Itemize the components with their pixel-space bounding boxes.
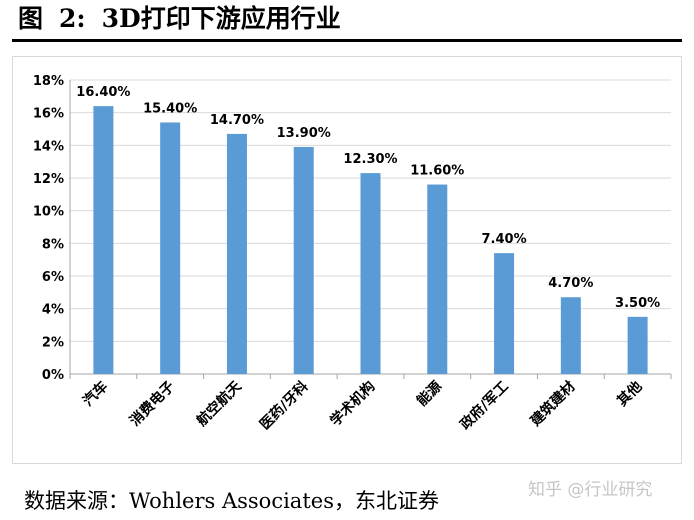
y-tick-label: 4% — [42, 303, 64, 318]
bar — [627, 316, 648, 374]
figure-label: 图 — [18, 4, 44, 33]
category-label: 学术机构 — [327, 378, 379, 430]
category-label: 其他 — [614, 378, 646, 410]
category-label: 建筑建材 — [527, 378, 579, 430]
y-tick-label: 14% — [33, 139, 64, 154]
data-label: 12.30% — [343, 152, 397, 167]
y-tick-label: 6% — [42, 270, 64, 285]
data-label: 7.40% — [482, 232, 527, 247]
bar — [360, 173, 381, 374]
category-label: 航空航天 — [193, 377, 245, 429]
data-label: 3.50% — [615, 296, 660, 311]
figure-number: 2: — [59, 4, 86, 33]
figure-title-text: 3D打印下游应用行业 — [101, 4, 341, 33]
chart-frame: 0% 2% 4% 6% 8% 10% 12% 14% 16% 18% 16.40% 汽车 15.40% 消… — [12, 56, 682, 464]
bar — [93, 106, 114, 374]
y-tick-label: 18% — [33, 74, 64, 89]
watermark: 知乎 @行业研究 — [528, 480, 653, 500]
data-label: 13.90% — [277, 126, 331, 141]
bar — [226, 133, 247, 374]
data-label: 16.40% — [76, 85, 130, 100]
source-note: 数据来源：Wohlers Associates，东北证券 — [24, 489, 439, 513]
category-label: 消费电子 — [126, 378, 178, 430]
bar — [494, 253, 515, 374]
y-tick-label: 8% — [42, 237, 64, 252]
y-tick-label: 12% — [33, 172, 64, 187]
figure-title: 图 2: 3D打印下游应用行业 — [18, 2, 357, 36]
category-label: 能源 — [413, 378, 445, 410]
bar — [293, 146, 314, 374]
y-tick-label: 2% — [42, 335, 64, 350]
bar — [560, 297, 581, 374]
data-label: 4.70% — [548, 276, 593, 291]
bar — [160, 122, 181, 374]
bar-chart: 0% 2% 4% 6% 8% 10% 12% 14% 16% 18% 16.40% 汽车 15.40% 消… — [33, 74, 672, 433]
y-tick-label: 0% — [42, 368, 64, 383]
bar — [427, 184, 448, 374]
title-underline — [12, 39, 682, 42]
category-label: 政府/军工 — [457, 378, 512, 433]
data-label: 14.70% — [210, 113, 264, 128]
category-label: 医药/牙科 — [256, 378, 311, 433]
y-tick-label: 16% — [33, 107, 64, 122]
y-tick-label: 10% — [33, 205, 64, 220]
data-label: 15.40% — [143, 101, 197, 116]
data-label: 11.60% — [410, 164, 464, 179]
category-label: 汽车 — [79, 378, 111, 410]
